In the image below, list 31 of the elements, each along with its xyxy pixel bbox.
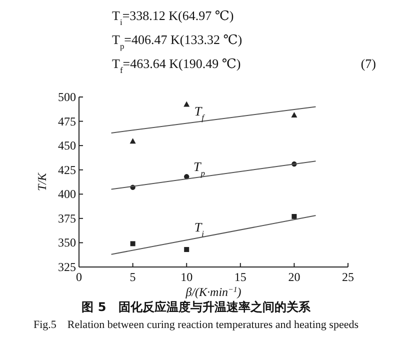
point [292,214,297,219]
x-tick-label: 5 [130,270,136,284]
x-tick-label: 15 [234,270,246,284]
y-tick-label: 400 [58,187,76,202]
point [130,138,136,144]
point [291,112,298,118]
caption: Fig.5 Relation between curing reaction temperatures and heating speeds [33,319,359,331]
x-tick-label: 20 [288,270,300,284]
point [184,101,190,107]
series-label: T$_{i}$ [194,220,205,239]
x-tick-label: 10 [180,270,193,284]
y-tick-label: 425 [58,162,76,177]
x-tick-label: 0 [76,270,82,284]
point [130,241,136,246]
caption: 图 5 固化反应温度与升温速率之间的关系 [82,300,312,314]
y-tick-label: 475 [58,114,76,128]
x-tick-label: 25 [342,270,354,284]
x-axis-title: β/(K·min$^{−1}$) [184,284,242,299]
y-tick-label: 325 [58,260,76,274]
point [184,247,190,252]
series-label: T$_{f}$ [194,104,206,123]
y-tick-label: 500 [58,90,76,104]
text: T$_{i}$=338.12 K(64.97 ℃) [112,8,234,27]
text: T$_{p}$=406.47 K(133.32 ℃) [112,32,242,51]
y-tick-label: 450 [58,138,76,153]
y-axis-title: T/K [35,172,49,192]
y-tick-label: 350 [58,236,76,250]
text: (7) [360,56,376,71]
text: T$_{f}$=463.64 K(190.49 ℃) [112,56,241,75]
y-tick-label: 375 [58,211,76,226]
series-label: T$_{p}$ [193,159,205,178]
